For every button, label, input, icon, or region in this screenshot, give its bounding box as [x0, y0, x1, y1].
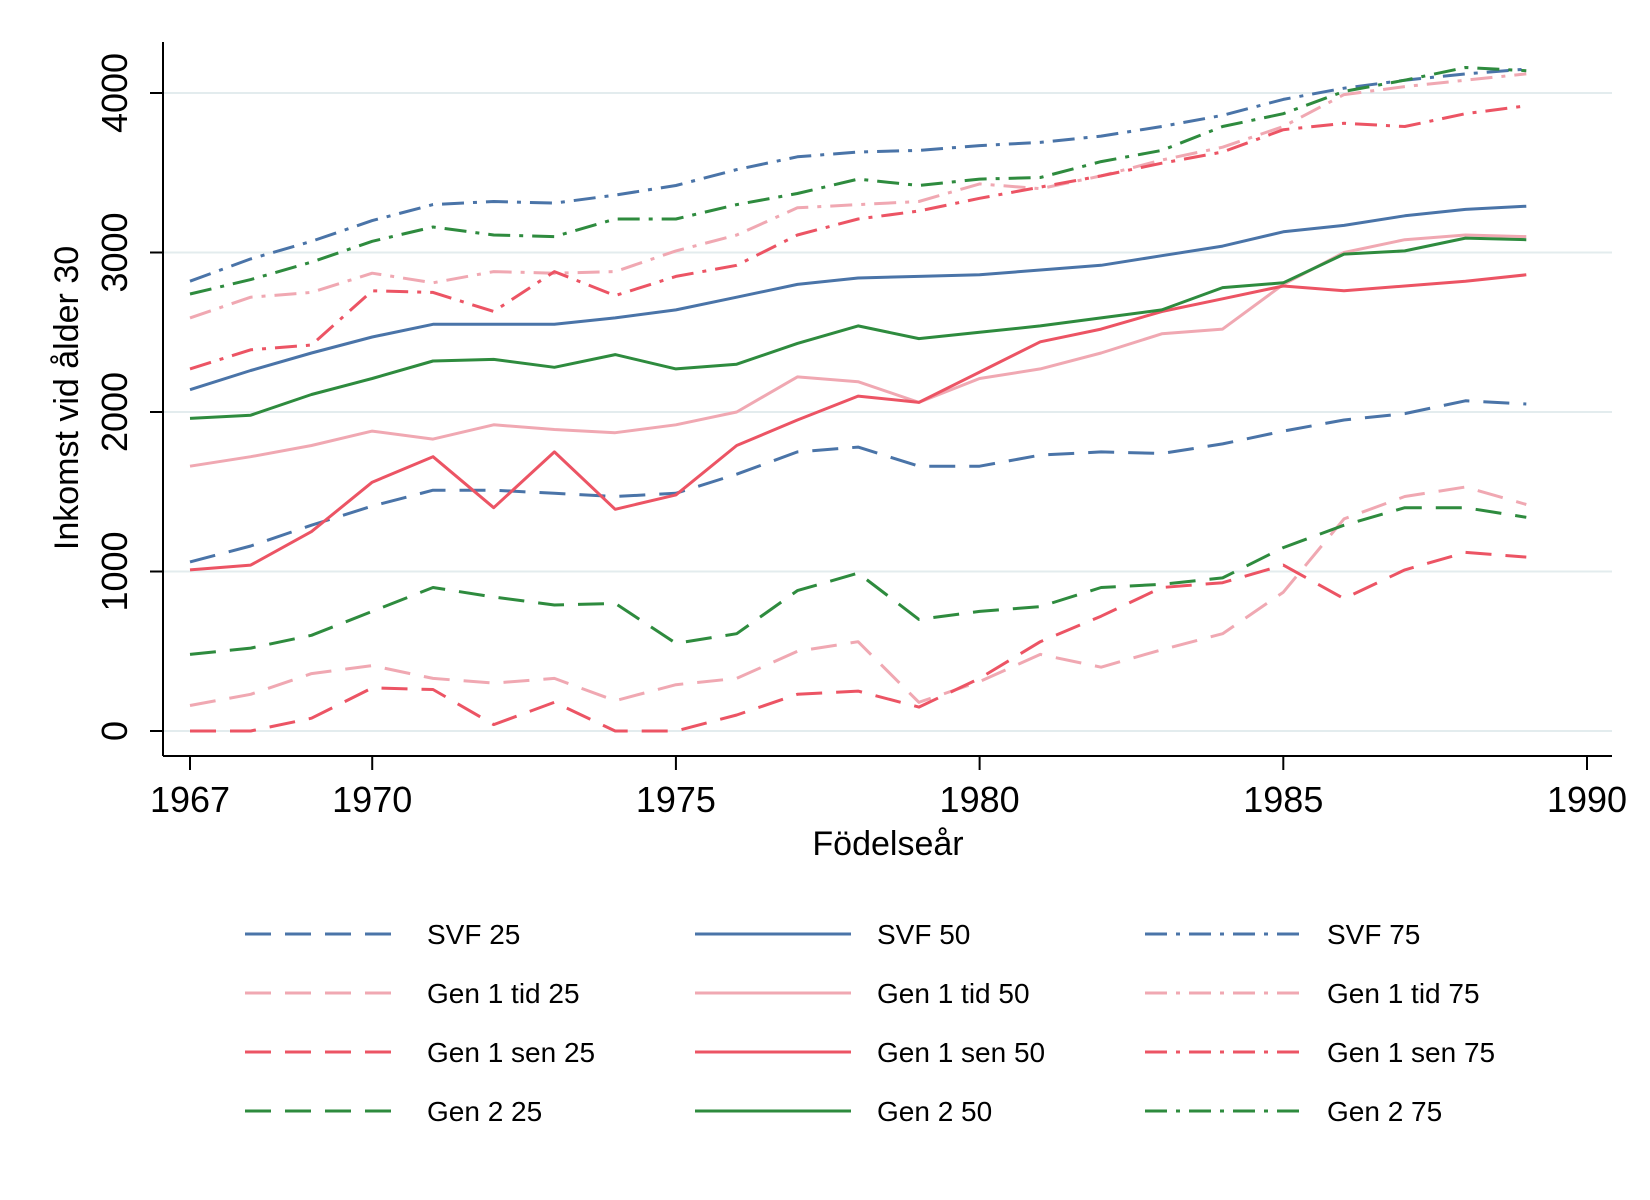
legend-label: Gen 1 sen 25	[427, 1037, 595, 1068]
series-line-gen-2-75	[189, 66, 1527, 296]
series-line-gen-1-sen-75	[189, 104, 1527, 371]
y-tick-label: 3000	[94, 212, 135, 292]
x-tick-label: 1967	[150, 779, 230, 820]
legend-label: Gen 1 sen 75	[1327, 1037, 1495, 1068]
x-tick-label: 1985	[1243, 779, 1323, 820]
series-line-svf-25	[189, 399, 1527, 564]
legend-label: Gen 1 sen 50	[877, 1037, 1045, 1068]
gridlines	[163, 92, 1612, 732]
series-line-gen-2-50	[189, 236, 1527, 420]
series-line-svf-75	[189, 67, 1527, 283]
x-axis-title: Födelseår	[812, 825, 963, 863]
series-line-gen-1-tid-75	[189, 72, 1527, 320]
y-tick-label: 2000	[94, 372, 135, 452]
legend-label: Gen 1 tid 50	[877, 978, 1030, 1009]
legend-label: SVF 50	[877, 919, 970, 950]
series-lines	[189, 66, 1527, 733]
x-tick-label: 1975	[636, 779, 716, 820]
legend: SVF 25 SVF 50 SVF 75 Gen 1 tid 25 Gen 1 tid …	[245, 919, 1495, 1127]
legend-label: Gen 1 tid 75	[1327, 978, 1480, 1009]
legend-label: SVF 75	[1327, 919, 1420, 950]
axes	[162, 42, 1612, 757]
x-tick-label: 1990	[1547, 779, 1627, 820]
x-tick-label: 1970	[332, 779, 412, 820]
series-line-gen-2-25	[189, 506, 1527, 656]
series-line-gen-1-tid-50	[189, 233, 1527, 468]
legend-label: Gen 2 50	[877, 1096, 992, 1127]
y-tick-label: 4000	[94, 53, 135, 133]
series-line-gen-1-tid-25	[189, 485, 1527, 707]
y-axis-title: Inkomst vid ålder 30	[48, 246, 86, 550]
x-axis-ticks: 1967 1970 1975 1980 1985 1990	[150, 756, 1627, 820]
legend-label: SVF 25	[427, 919, 520, 950]
legend-label: Gen 2 75	[1327, 1096, 1442, 1127]
legend-label: Gen 2 25	[427, 1096, 542, 1127]
y-tick-label: 0	[94, 721, 135, 741]
series-line-gen-1-sen-50	[189, 273, 1527, 572]
series-line-gen-1-sen-25	[190, 550, 1527, 733]
x-tick-label: 1980	[940, 779, 1020, 820]
legend-label: Gen 1 tid 25	[427, 978, 580, 1009]
y-axis-ticks: 0 1000 2000 3000 4000	[94, 53, 163, 741]
y-tick-label: 1000	[94, 531, 135, 611]
series-line-svf-50	[189, 204, 1527, 392]
